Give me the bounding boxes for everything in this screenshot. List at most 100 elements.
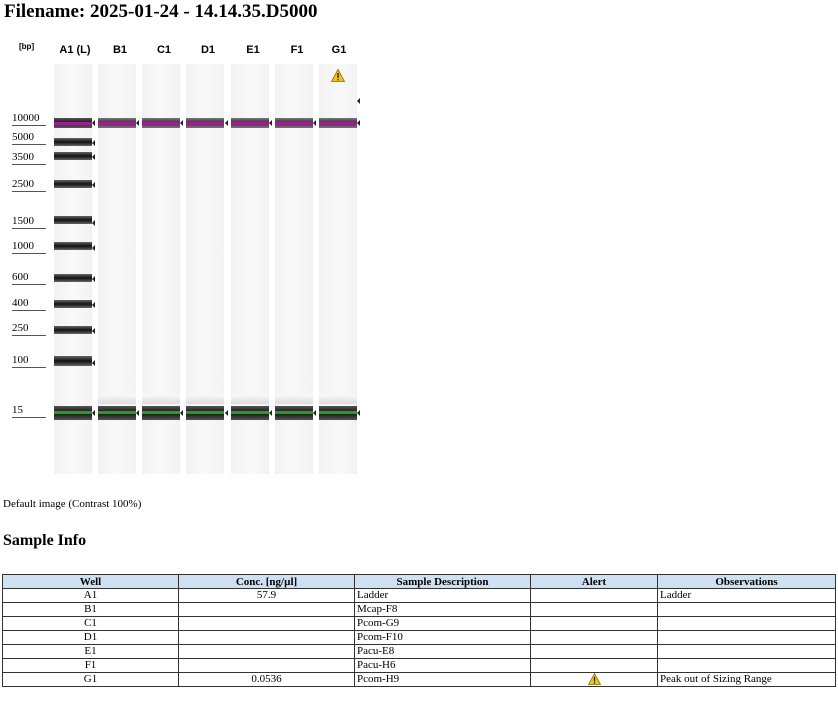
- lower-marker-band: [186, 411, 224, 414]
- ladder-tick: 5000: [12, 131, 46, 145]
- observations-cell: Ladder: [657, 588, 836, 603]
- warning-icon: [587, 673, 601, 686]
- ladder-band: [54, 216, 92, 224]
- peak-marker: [92, 154, 95, 160]
- upper-marker-band: [231, 122, 269, 125]
- well-cell: G1: [2, 672, 179, 687]
- lane-label: E1: [246, 44, 260, 56]
- peak-marker: [313, 410, 316, 416]
- ladder-band: [54, 300, 92, 308]
- description-cell: Pcom-F10: [354, 630, 531, 645]
- ladder-tick: 250: [12, 322, 46, 336]
- ladder-tick: 1500: [12, 215, 46, 229]
- description-cell: Pacu-H6: [354, 658, 531, 673]
- lane-label: F1: [290, 44, 304, 56]
- table-row: C1 Pcom-G9: [2, 616, 836, 631]
- filename-title: Filename: 2025-01-24 - 14.14.35.D5000: [4, 1, 318, 22]
- alert-cell: [530, 658, 658, 673]
- peak-marker: [136, 120, 139, 126]
- sample-info-table: Well Conc. [ng/µl] Sample Description Al…: [2, 574, 836, 687]
- observations-cell: [657, 602, 836, 617]
- peak-marker: [92, 120, 95, 126]
- well-cell: F1: [2, 658, 179, 673]
- image-caption: Default image (Contrast 100%): [3, 498, 142, 510]
- smear: [142, 394, 180, 404]
- alert-cell: [530, 672, 658, 687]
- ladder-band: [54, 326, 92, 334]
- smear: [231, 394, 269, 404]
- peak-marker: [92, 410, 95, 416]
- observations-cell: [657, 630, 836, 645]
- well-cell: B1: [2, 602, 179, 617]
- table-row: F1 Pacu-H6: [2, 658, 836, 673]
- alert-cell: [530, 644, 658, 659]
- bp-unit-label: [bp]: [19, 42, 35, 51]
- lane-label: G1: [331, 44, 347, 56]
- conc-cell: [178, 630, 355, 645]
- alert-cell: [530, 630, 658, 645]
- lane-G1: [319, 64, 357, 474]
- peak-marker: [357, 98, 360, 104]
- upper-marker-band: [275, 122, 313, 125]
- peak-marker: [269, 120, 272, 126]
- lower-marker-band: [275, 411, 313, 414]
- well-cell: E1: [2, 644, 179, 659]
- conc-cell: [178, 602, 355, 617]
- peak-marker: [92, 328, 95, 334]
- lower-marker-band: [142, 411, 180, 414]
- ladder-tick: 2500: [12, 178, 46, 192]
- description-cell: Pcom-H9: [354, 672, 531, 687]
- column-header: Observations: [657, 574, 836, 589]
- ladder-band: [54, 152, 92, 160]
- description-cell: Pcom-G9: [354, 616, 531, 631]
- lane-label: D1: [200, 44, 216, 56]
- ladder-tick: 3500: [12, 151, 46, 165]
- upper-marker-band: [319, 122, 357, 125]
- conc-cell: 57.9: [178, 588, 355, 603]
- lower-marker-band: [319, 411, 357, 414]
- alert-cell: [530, 588, 658, 603]
- ladder-band: [54, 356, 92, 366]
- smear: [275, 394, 313, 404]
- lane-label: C1: [156, 44, 172, 56]
- smear: [186, 394, 224, 404]
- table-row: A1 57.9 Ladder Ladder: [2, 588, 836, 603]
- well-cell: C1: [2, 616, 179, 631]
- well-cell: D1: [2, 630, 179, 645]
- lane-F1: [275, 64, 313, 474]
- peak-marker: [225, 120, 228, 126]
- ladder-tick: 400: [12, 297, 46, 311]
- table-row: E1 Pacu-E8: [2, 644, 836, 659]
- column-header: Conc. [ng/µl]: [178, 574, 355, 589]
- peak-marker: [92, 220, 95, 226]
- ladder-band: [54, 242, 92, 250]
- ladder-band: [54, 274, 92, 282]
- gel-image: [bp] A1 (L) B1 C1 D1 E1 F1 G1 10000 5000…: [0, 38, 380, 478]
- peak-marker: [180, 410, 183, 416]
- lane-B1: [98, 64, 136, 474]
- ladder-band: [54, 180, 92, 188]
- peak-marker: [92, 182, 95, 188]
- description-cell: Mcap-F8: [354, 602, 531, 617]
- conc-cell: 0.0536: [178, 672, 355, 687]
- smear: [319, 394, 357, 404]
- peak-marker: [225, 410, 228, 416]
- lane-A1: [54, 64, 92, 474]
- lane-D1: [186, 64, 224, 474]
- conc-cell: [178, 658, 355, 673]
- upper-marker-band: [98, 122, 136, 125]
- upper-marker-band: [54, 122, 92, 125]
- lane-label: B1: [112, 44, 128, 56]
- peak-marker: [136, 410, 139, 416]
- smear: [98, 394, 136, 404]
- conc-cell: [178, 644, 355, 659]
- ladder-tick: 10000: [12, 112, 46, 126]
- warning-icon: [331, 69, 345, 82]
- column-header: Sample Description: [354, 574, 531, 589]
- lane-C1: [142, 64, 180, 474]
- ladder-band: [54, 138, 92, 146]
- observations-cell: Peak out of Sizing Range: [657, 672, 836, 687]
- table-row: G1 0.0536 Pcom-H9 Peak out of Sizing Ran…: [2, 672, 836, 687]
- lower-marker-band: [231, 411, 269, 414]
- table-header-row: Well Conc. [ng/µl] Sample Description Al…: [2, 574, 836, 589]
